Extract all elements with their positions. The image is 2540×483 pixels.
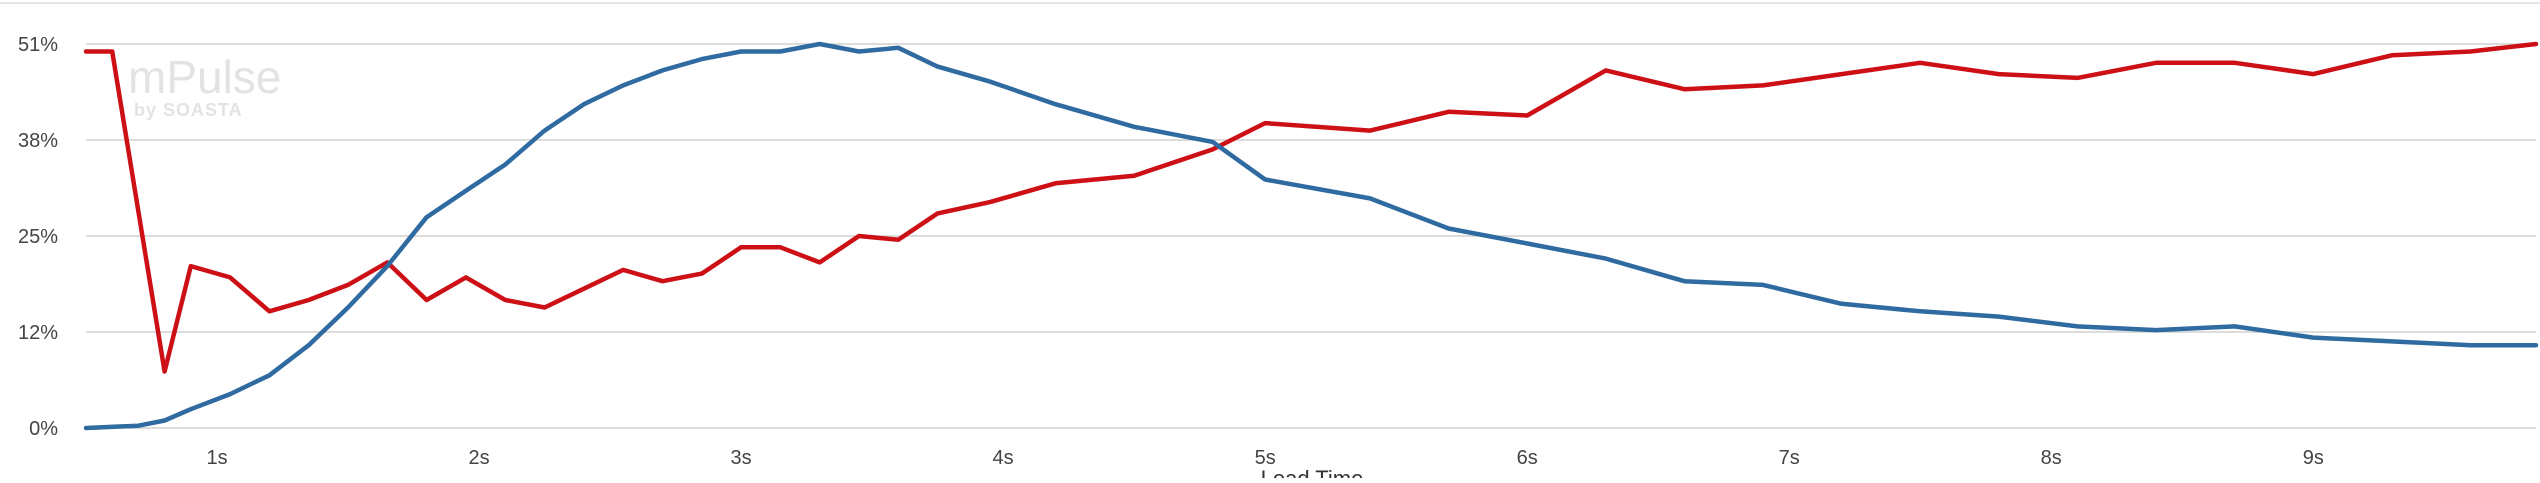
y-tick-label: 51% [18, 34, 58, 56]
x-tick-label: 1s [206, 447, 227, 469]
series-line-2 [83, 41, 2539, 431]
watermark-title: mPulse [128, 51, 281, 103]
y-tick-label: 38% [18, 130, 58, 152]
y-tick-label: 12% [18, 322, 58, 344]
x-axis-ticks: 1s 2s 3s 4s 5s 6s 7s 8s 9s [206, 447, 2323, 469]
x-tick-label: 7s [1779, 447, 1800, 469]
watermark-subtitle: by SOASTA [134, 100, 243, 120]
x-tick-label: 3s [731, 447, 752, 469]
y-tick-label: 25% [18, 226, 58, 248]
x-tick-label: 2s [468, 447, 489, 469]
series-layer [83, 41, 2539, 431]
x-tick-label: 6s [1517, 447, 1538, 469]
x-tick-label: 4s [993, 447, 1014, 469]
x-tick-label: 8s [2041, 447, 2062, 469]
grid-layer [86, 43, 2536, 429]
y-tick-label: 0% [29, 418, 58, 440]
x-axis-title: Load Time [1261, 466, 1364, 478]
x-tick-label: 9s [2303, 447, 2324, 469]
y-axis-ticks: 0% 12% 25% 38% 51% [18, 34, 58, 440]
series-line-1 [83, 41, 2539, 374]
x-tick-label: 5s [1255, 447, 1276, 469]
watermark-logo: mPulse by SOASTA [128, 51, 281, 120]
